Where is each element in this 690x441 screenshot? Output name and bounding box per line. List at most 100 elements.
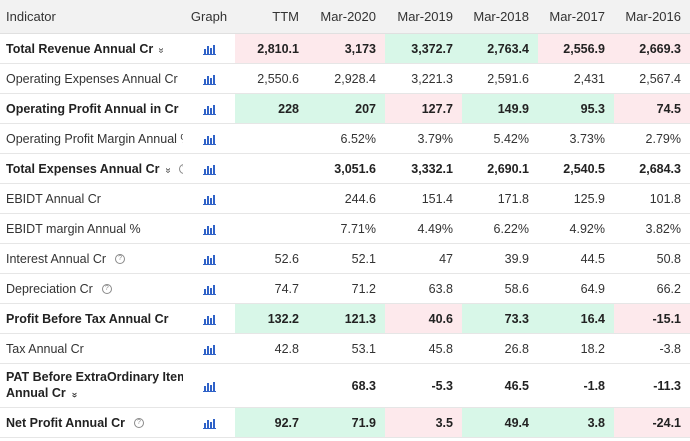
graph-cell — [183, 153, 235, 184]
value-cell: 74.7 — [235, 273, 308, 304]
bar-chart-icon[interactable] — [202, 312, 216, 326]
value-cell: 4.92% — [538, 213, 614, 244]
value-cell: 92.7 — [235, 407, 308, 438]
table-row: Operating Profit Margin Annual % 6.52% 3.7… — [0, 123, 690, 154]
value-cell: 6.22% — [462, 213, 538, 244]
bar-chart-icon[interactable] — [202, 192, 216, 206]
value-cell: -24.1 — [614, 407, 690, 438]
value-cell: 49.4 — [462, 407, 538, 438]
table-row: Total Revenue Annual Cr» 2,810.1 3,173 3,37… — [0, 33, 690, 64]
value-cell: 244.6 — [308, 183, 385, 214]
value-cell: 47 — [385, 243, 462, 274]
value-cell — [235, 213, 308, 244]
indicator-cell: Operating Expenses Annual Cr? — [0, 63, 183, 94]
bar-chart-icon[interactable] — [202, 162, 216, 176]
value-cell: 125.9 — [538, 183, 614, 214]
chevron-down-icon[interactable]: » — [155, 47, 167, 53]
value-cell: 171.8 — [462, 183, 538, 214]
graph-cell — [183, 183, 235, 214]
indicator-cell: Net Profit Annual Cr? — [0, 407, 183, 438]
table-row: Net Profit Annual Cr? 92.7 71.9 3.5 49.4 3.8-… — [0, 407, 690, 438]
indicator-cell: Interest Annual Cr? — [0, 243, 183, 274]
value-cell: 18.2 — [538, 333, 614, 364]
indicator-label: Operating Expenses Annual Cr — [6, 71, 178, 86]
help-icon[interactable]: ? — [101, 284, 112, 295]
value-cell: -3.8 — [614, 333, 690, 364]
value-cell: 2,690.1 — [462, 153, 538, 184]
bar-chart-icon[interactable] — [202, 102, 216, 116]
bar-chart-icon[interactable] — [202, 416, 216, 430]
header-graph: Graph — [183, 0, 235, 34]
help-icon[interactable]: ? — [133, 418, 144, 429]
header-row: Indicator Graph TTM Mar-2020 Mar-2019 Ma… — [0, 0, 690, 34]
graph-cell — [183, 407, 235, 438]
header-period: Mar-2020 — [308, 0, 385, 34]
table-row: Operating Expenses Annual Cr? 2,550.62,92… — [0, 63, 690, 94]
indicator-cell[interactable]: Total Revenue Annual Cr» — [0, 33, 183, 64]
value-cell: 3,221.3 — [385, 63, 462, 94]
value-cell: 2,669.3 — [614, 33, 690, 64]
bar-chart-icon[interactable] — [202, 342, 216, 356]
value-cell: 95.3 — [538, 93, 614, 124]
value-cell: 3,332.1 — [385, 153, 462, 184]
value-cell: -1.8 — [538, 363, 614, 408]
chevron-down-icon[interactable]: » — [68, 391, 80, 398]
value-cell: 2,556.9 — [538, 33, 614, 64]
help-icon[interactable]: ? — [115, 254, 126, 265]
value-cell: 40.6 — [385, 303, 462, 334]
value-cell: 2,540.5 — [538, 153, 614, 184]
graph-cell — [183, 303, 235, 334]
value-cell: 71.9 — [308, 407, 385, 438]
value-cell: 2,684.3 — [614, 153, 690, 184]
value-cell: 66.2 — [614, 273, 690, 304]
indicator-cell[interactable]: PAT Before ExtraOrdinary Items Annual Cr» — [0, 363, 183, 408]
bar-chart-icon[interactable] — [202, 132, 216, 146]
graph-cell — [183, 123, 235, 154]
help-icon[interactable]: ? — [179, 164, 183, 175]
indicator-cell[interactable]: Total Expenses Annual Cr»? — [0, 153, 183, 184]
bar-chart-icon[interactable] — [202, 72, 216, 86]
chevron-down-icon[interactable]: » — [161, 167, 173, 173]
bar-chart-icon[interactable] — [202, 282, 216, 296]
indicator-cell: Operating Profit Margin Annual % — [0, 123, 183, 154]
indicator-cell: Operating Profit Annual in Cr — [0, 93, 183, 124]
value-cell: 3,372.7 — [385, 33, 462, 64]
value-cell: 63.8 — [385, 273, 462, 304]
value-cell: 42.8 — [235, 333, 308, 364]
table-row: Depreciation Cr? 74.7 71.2 63.8 58.6 64.9 66.2 — [0, 273, 690, 304]
value-cell: 2,567.4 — [614, 63, 690, 94]
table-row: Total Expenses Annual Cr»? 3,051.63,332.1… — [0, 153, 690, 184]
value-cell: 74.5 — [614, 93, 690, 124]
value-cell — [235, 123, 308, 154]
value-cell: 132.2 — [235, 303, 308, 334]
value-cell: 3.79% — [385, 123, 462, 154]
value-cell: 46.5 — [462, 363, 538, 408]
indicator-label: Interest Annual Cr — [6, 251, 107, 266]
bar-chart-icon[interactable] — [202, 222, 216, 236]
value-cell: 52.6 — [235, 243, 308, 274]
value-cell: 2.79% — [614, 123, 690, 154]
value-cell: 68.3 — [308, 363, 385, 408]
bar-chart-icon[interactable] — [202, 379, 216, 393]
value-cell: 3.82% — [614, 213, 690, 244]
value-cell: 50.8 — [614, 243, 690, 274]
value-cell: 58.6 — [462, 273, 538, 304]
indicator-cell: Tax Annual Cr — [0, 333, 183, 364]
graph-cell — [183, 243, 235, 274]
bar-chart-icon[interactable] — [202, 252, 216, 266]
value-cell: 64.9 — [538, 273, 614, 304]
graph-cell — [183, 33, 235, 64]
value-cell: 149.9 — [462, 93, 538, 124]
indicator-label: Total Expenses Annual Cr — [6, 161, 160, 176]
value-cell: 52.1 — [308, 243, 385, 274]
value-cell: -15.1 — [614, 303, 690, 334]
value-cell: 3,173 — [308, 33, 385, 64]
indicator-cell: Depreciation Cr? — [0, 273, 183, 304]
bar-chart-icon[interactable] — [202, 42, 216, 56]
value-cell: 45.8 — [385, 333, 462, 364]
value-cell: 121.3 — [308, 303, 385, 334]
indicator-label: EBIDT margin Annual % — [6, 221, 141, 236]
value-cell — [235, 183, 308, 214]
table-row: Operating Profit Annual in Cr 228 207 127.7… — [0, 93, 690, 124]
